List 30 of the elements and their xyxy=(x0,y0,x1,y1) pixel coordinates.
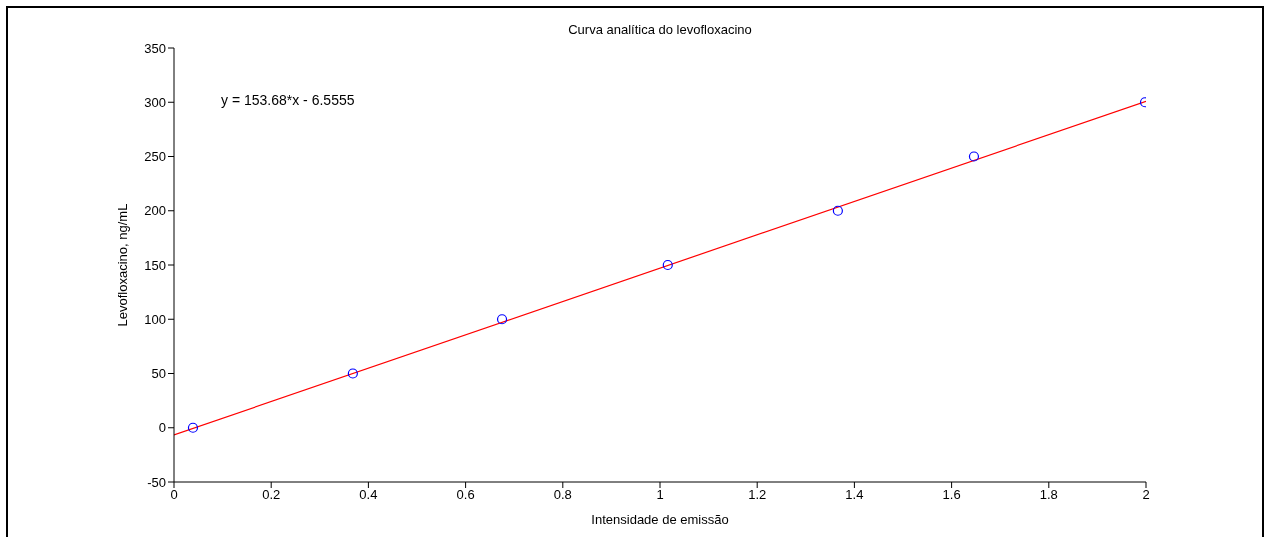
x-tick-label: 1.6 xyxy=(942,487,961,503)
y-tick-label: 100 xyxy=(144,311,166,327)
annotation: y = 153.68*x - 6.5555 xyxy=(221,92,355,108)
y-tick-label: 200 xyxy=(144,203,166,219)
x-axis-title: Intensidade de emissão xyxy=(591,512,729,527)
y-tick-label: 250 xyxy=(144,149,166,165)
x-tick-label: 0.8 xyxy=(553,487,572,503)
point xyxy=(832,205,843,216)
chart-title: Curva analítica do levofloxacino xyxy=(567,22,753,37)
x-tick-label: 1.8 xyxy=(1039,487,1058,503)
y-tick-label: 350 xyxy=(144,40,166,56)
y-axis-title: Levofloxacino, ng/mL xyxy=(114,203,130,327)
y-tick-label: 150 xyxy=(144,257,166,273)
point xyxy=(187,422,199,433)
x-tick-label: 1.2 xyxy=(748,487,767,503)
point xyxy=(662,259,673,271)
y-tick-label: 300 xyxy=(144,94,166,110)
point xyxy=(968,151,980,162)
x-tick-label: 2 xyxy=(1142,487,1150,503)
x-tick-label: 0.2 xyxy=(262,487,281,503)
x-tick-label: 1.4 xyxy=(845,487,864,503)
x-tick-label: 1 xyxy=(656,487,664,503)
point xyxy=(496,314,508,325)
y-tick-label: -50 xyxy=(147,474,166,490)
y-tick-label: 0 xyxy=(158,420,166,436)
x-tick-label: 0.4 xyxy=(359,487,378,503)
x-tick-label: 0.6 xyxy=(456,487,475,503)
x-tick-label: 0 xyxy=(170,487,178,503)
point xyxy=(347,368,358,379)
y-tick-label: 50 xyxy=(151,366,166,382)
